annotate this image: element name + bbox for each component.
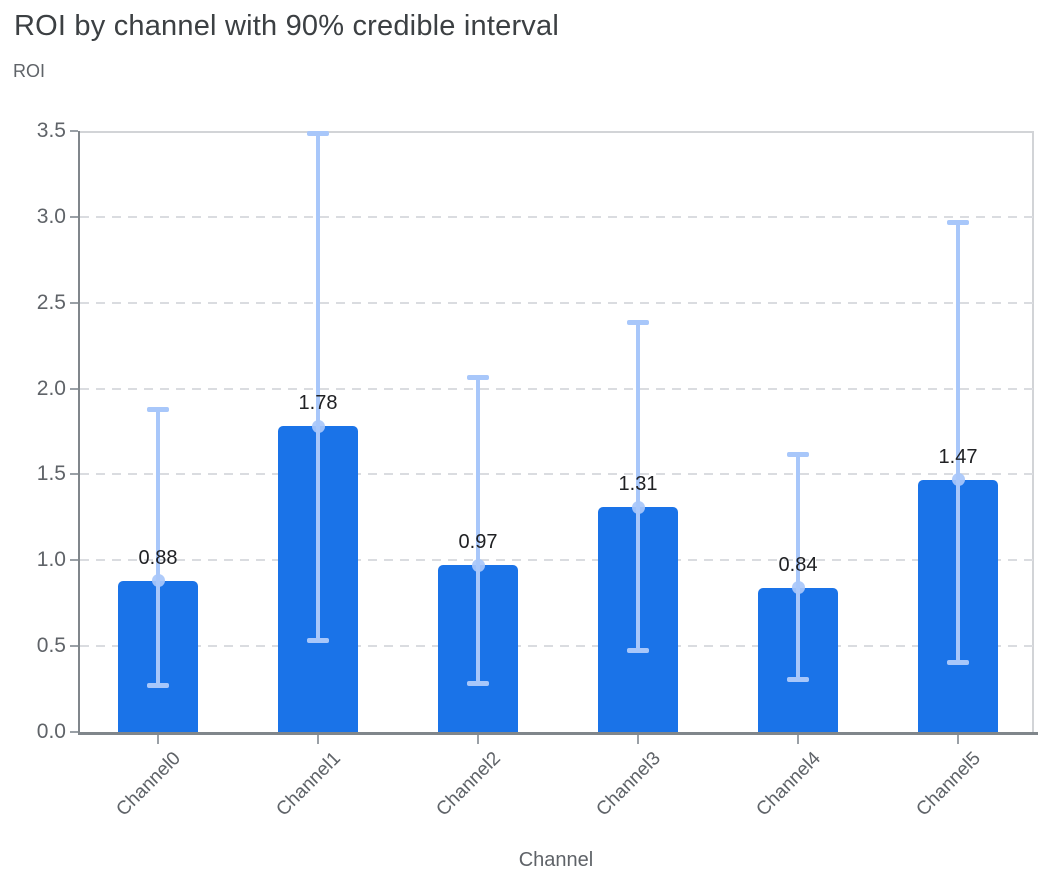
- mean-marker: [631, 500, 645, 514]
- credible-interval-cap-bottom: [147, 682, 169, 688]
- y-axis-tick: [70, 731, 78, 733]
- y-axis-tick-label: 3.0: [36, 204, 66, 228]
- x-axis-title: Channel: [518, 849, 594, 871]
- mean-marker: [471, 558, 485, 572]
- gridline: [80, 645, 1034, 648]
- credible-interval-cap-bottom: [307, 637, 329, 643]
- credible-interval-cap-top: [787, 451, 809, 457]
- x-axis-tick-label: Channel0: [112, 748, 185, 821]
- x-axis-tick: [157, 735, 159, 744]
- plot-border: [78, 131, 1034, 732]
- x-axis-tick: [317, 735, 319, 744]
- credible-interval-line: [476, 376, 480, 684]
- y-axis-tick-label: 2.0: [36, 376, 66, 400]
- y-axis-tick: [70, 215, 78, 218]
- gridline: [80, 215, 1034, 218]
- y-axis-line: [78, 131, 80, 732]
- credible-interval-line: [956, 222, 960, 664]
- gridline: [80, 559, 1034, 562]
- mean-marker: [791, 581, 805, 595]
- bar-value-label: 0.97: [458, 531, 498, 554]
- chart-title: ROI by channel with 90% credible interva…: [14, 10, 559, 42]
- x-axis-tick: [797, 735, 799, 744]
- x-axis-tick-label: Channel5: [912, 748, 985, 821]
- x-axis-tick-label: Channel2: [432, 748, 505, 821]
- y-axis-title: ROI: [13, 61, 46, 81]
- credible-interval-line: [796, 453, 800, 681]
- x-axis-tick-label: Channel4: [752, 748, 825, 821]
- credible-interval-cap-top: [467, 374, 489, 380]
- credible-interval-cap-bottom: [627, 648, 649, 654]
- x-axis-tick: [477, 735, 479, 744]
- credible-interval-cap-top: [947, 220, 969, 225]
- credible-interval-line: [636, 321, 640, 652]
- y-axis-tick-label: 2.5: [36, 290, 66, 314]
- x-axis-tick-label: Channel3: [592, 748, 665, 821]
- mean-marker: [951, 473, 965, 487]
- credible-interval-cap-bottom: [947, 660, 969, 666]
- gridline: [80, 387, 1034, 390]
- gridline: [80, 301, 1034, 304]
- y-axis-tick: [70, 387, 78, 390]
- y-axis-tick-label: 1.5: [36, 462, 66, 486]
- mean-marker: [311, 419, 325, 433]
- credible-interval-cap-top: [307, 130, 329, 136]
- y-axis-tick: [70, 645, 78, 648]
- y-axis-tick: [70, 473, 78, 476]
- x-axis-tick: [637, 735, 639, 744]
- y-axis-tick-label: 0.0: [36, 720, 66, 743]
- y-axis-tick-label: 0.5: [36, 634, 66, 658]
- bar-value-label: 1.47: [938, 445, 978, 468]
- y-axis-tick-label: 1.0: [36, 548, 66, 572]
- credible-interval-line: [156, 409, 160, 686]
- credible-interval-cap-top: [627, 319, 649, 325]
- mean-marker: [151, 574, 165, 588]
- bar-value-label: 1.31: [618, 473, 658, 496]
- y-axis-tick: [70, 130, 78, 132]
- bar-value-label: 0.84: [778, 553, 818, 576]
- gridline: [80, 473, 1034, 476]
- credible-interval-line: [316, 132, 320, 641]
- x-axis-tick-label: Channel1: [272, 748, 345, 821]
- x-axis-line: [78, 732, 1038, 735]
- bar-value-label: 0.88: [138, 546, 178, 569]
- x-axis-tick: [957, 735, 959, 744]
- y-axis-tick-label: 3.5: [36, 119, 66, 142]
- credible-interval-cap-top: [147, 407, 169, 413]
- y-axis-tick: [70, 559, 78, 562]
- credible-interval-cap-bottom: [787, 677, 809, 683]
- bar-value-label: 1.78: [298, 392, 338, 415]
- y-axis-tick: [70, 301, 78, 304]
- credible-interval-cap-bottom: [467, 680, 489, 686]
